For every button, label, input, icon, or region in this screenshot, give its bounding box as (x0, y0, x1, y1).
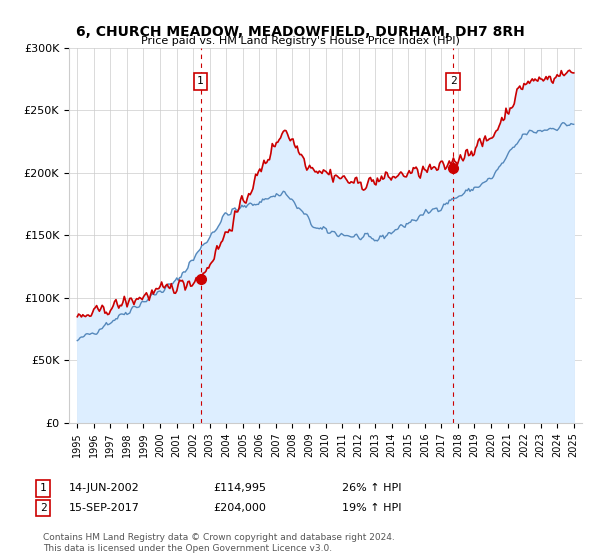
Text: Contains HM Land Registry data © Crown copyright and database right 2024.
This d: Contains HM Land Registry data © Crown c… (43, 533, 395, 553)
Text: 26% ↑ HPI: 26% ↑ HPI (342, 483, 401, 493)
Text: 2: 2 (450, 76, 457, 86)
Text: 19% ↑ HPI: 19% ↑ HPI (342, 503, 401, 513)
Text: 1: 1 (197, 76, 204, 86)
Text: 1: 1 (40, 483, 47, 493)
Text: £114,995: £114,995 (213, 483, 266, 493)
Text: 15-SEP-2017: 15-SEP-2017 (69, 503, 140, 513)
Text: 2: 2 (40, 503, 47, 513)
Text: Price paid vs. HM Land Registry's House Price Index (HPI): Price paid vs. HM Land Registry's House … (140, 36, 460, 46)
Text: 14-JUN-2002: 14-JUN-2002 (69, 483, 140, 493)
Text: 6, CHURCH MEADOW, MEADOWFIELD, DURHAM, DH7 8RH: 6, CHURCH MEADOW, MEADOWFIELD, DURHAM, D… (76, 25, 524, 39)
Text: £204,000: £204,000 (213, 503, 266, 513)
